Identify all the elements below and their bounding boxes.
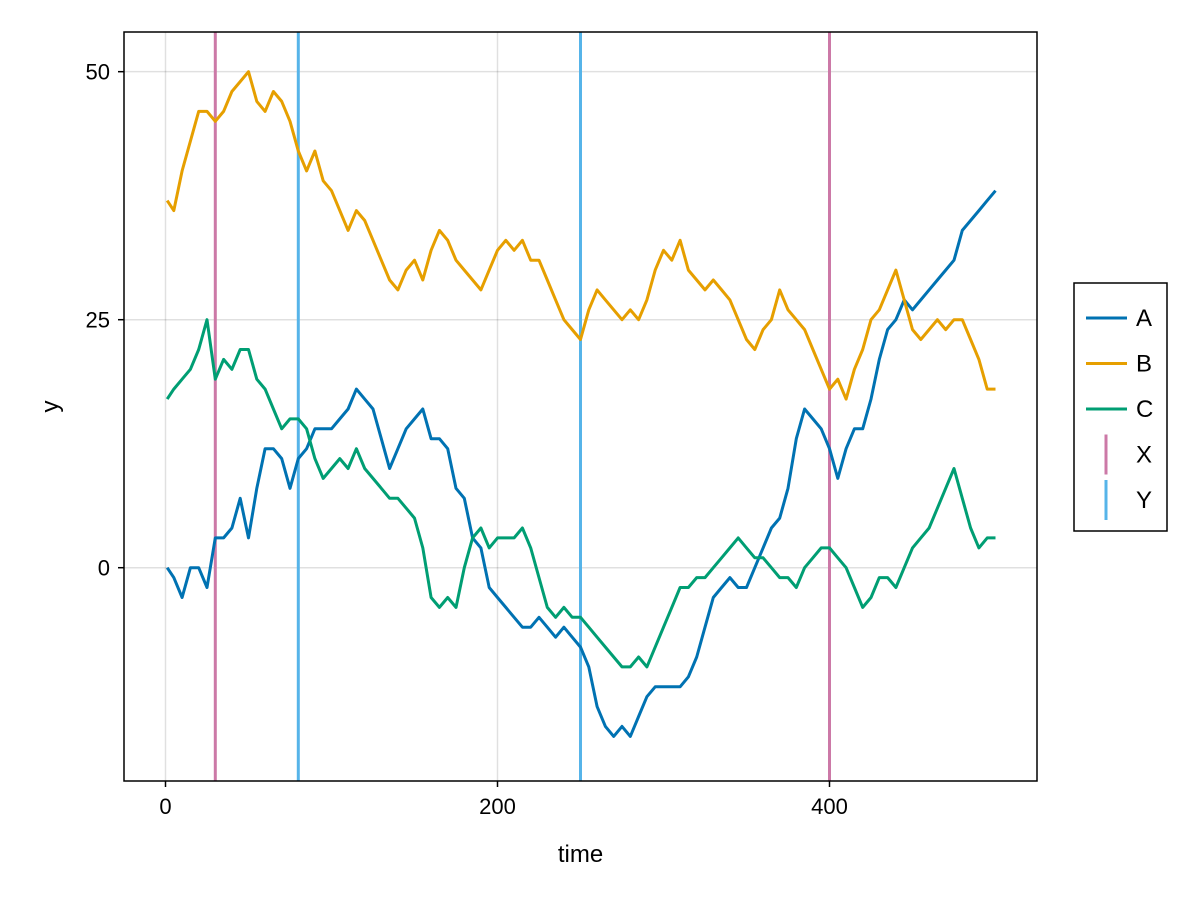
legend-label-B: B (1136, 351, 1152, 378)
legend-label-C: C (1136, 396, 1153, 423)
legend-box (1073, 282, 1168, 532)
legend-label-X: X (1136, 442, 1152, 469)
plot-frame (123, 31, 1038, 782)
vertical-lines (213, 32, 831, 781)
series-line-C (165, 318, 996, 669)
axis-ticks: 0 200 400 0 25 50 (86, 60, 848, 819)
legend-label-Y: Y (1136, 487, 1152, 514)
x-axis-label: time (558, 841, 603, 868)
series-line-A (165, 189, 997, 738)
legend-label-A: A (1136, 305, 1152, 332)
y-axis-label: y (37, 401, 64, 413)
x-tick-label: 400 (811, 794, 848, 819)
x-tick-label: 200 (479, 794, 516, 819)
y-tick-label: 50 (86, 60, 110, 85)
x-tick-label: 0 (159, 794, 171, 819)
y-tick-label: 25 (86, 308, 110, 333)
y-tick-label: 0 (98, 556, 110, 581)
series-line-B (165, 70, 996, 401)
series-lines (165, 70, 997, 738)
